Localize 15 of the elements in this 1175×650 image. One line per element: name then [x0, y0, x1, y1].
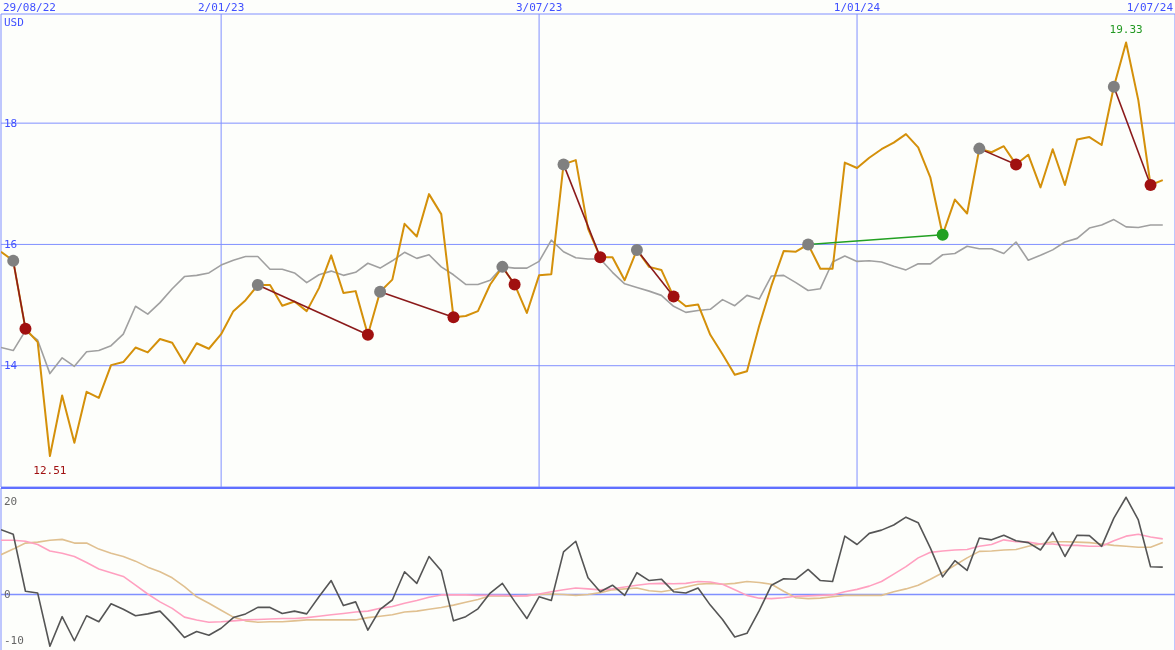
- annotation: 19.33: [1109, 22, 1143, 36]
- annotation: 12.51: [33, 463, 67, 477]
- x-tick-label: 1/07/24: [1126, 1, 1174, 14]
- line-series: [1, 218, 1164, 375]
- line-series: [1, 41, 1164, 458]
- x-tick-label: 3/07/23: [515, 1, 563, 14]
- x-tick-label: 29/08/22: [3, 1, 56, 14]
- line-series: [1, 496, 1164, 648]
- y-tick-label: 18: [4, 116, 18, 130]
- y-tick-label: -10: [4, 634, 24, 648]
- axis-unit: USD: [4, 16, 24, 29]
- x-tick-label: 1/01/24: [833, 1, 881, 14]
- y-tick-label: 20: [4, 495, 18, 509]
- x-tick-label: 2/01/23: [197, 1, 245, 14]
- y-tick-label: 14: [4, 359, 18, 373]
